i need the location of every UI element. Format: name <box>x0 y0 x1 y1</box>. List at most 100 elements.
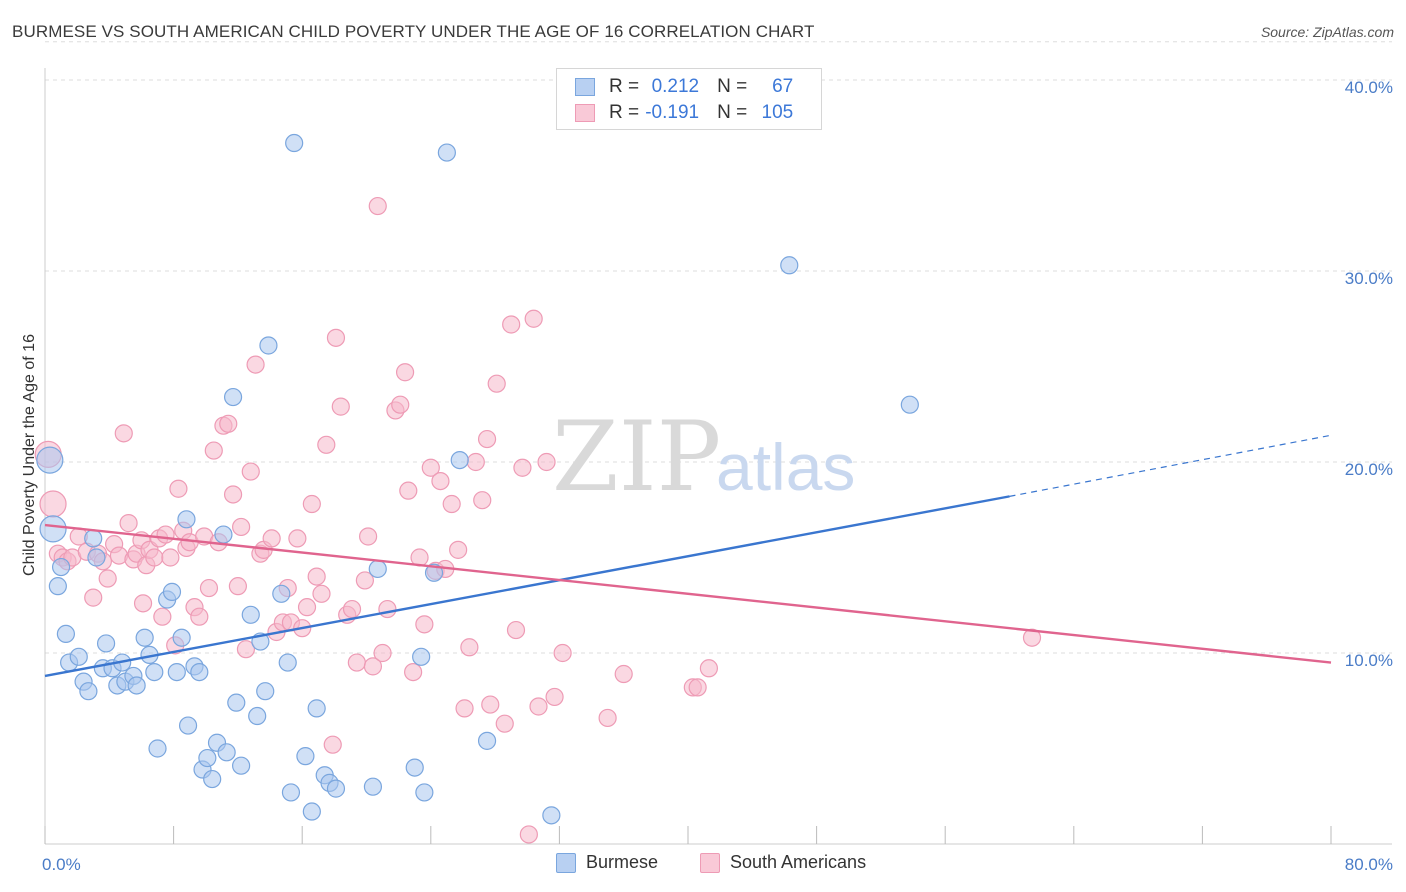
burmese-point <box>96 634 116 653</box>
burmese-point <box>296 747 315 766</box>
burmese-point <box>162 582 182 601</box>
south-americans-point <box>363 657 383 676</box>
south-americans-point <box>477 429 497 449</box>
south-americans-point <box>169 479 188 498</box>
burmese-point <box>198 748 217 768</box>
burmese-point <box>424 563 444 582</box>
south-americans-legend-icon <box>700 852 720 873</box>
burmese-point <box>415 783 434 802</box>
burmese-point <box>79 682 98 701</box>
burmese-point <box>259 336 278 355</box>
south-americans-point <box>455 699 474 718</box>
south-americans-point <box>232 517 251 537</box>
south-americans-point <box>373 643 392 663</box>
south-americans-point <box>161 548 180 567</box>
burmese-point <box>178 716 198 735</box>
south-americans-point <box>449 540 468 559</box>
south-americans-point <box>506 620 526 640</box>
south-americans-point <box>399 481 418 500</box>
south-americans-point <box>473 491 492 510</box>
burmese-point <box>285 133 304 153</box>
watermark-zip: ZIP <box>552 401 721 513</box>
south-americans-point <box>553 643 572 663</box>
legend-r-label: R = <box>609 102 640 123</box>
burmese-point <box>232 756 251 775</box>
south-americans-point <box>114 424 133 443</box>
burmese-point <box>477 731 497 750</box>
burmese-point <box>363 777 383 796</box>
south-americans-point <box>331 397 350 416</box>
south-americans-point <box>262 529 281 548</box>
south-americans-point <box>421 458 440 477</box>
legend-n-value: 105 <box>761 102 794 123</box>
burmese-point <box>248 706 267 726</box>
south-americans-point <box>466 452 485 472</box>
burmese-point <box>450 450 469 470</box>
y-tick-label: 30.0% <box>1345 269 1393 288</box>
south-americans-point <box>39 490 67 518</box>
trend-lines <box>44 434 1332 678</box>
south-americans-point <box>395 363 415 382</box>
burmese-point <box>272 584 291 603</box>
south-americans-point <box>228 577 247 596</box>
burmese-point <box>145 662 164 682</box>
burmese-legend-icon <box>556 852 576 873</box>
south-americans-point <box>342 599 362 619</box>
y-tick-label: 20.0% <box>1345 460 1393 479</box>
legend-label-south-americans: South Americans <box>730 852 867 872</box>
burmese-point <box>203 769 222 789</box>
south-americans-point <box>404 662 423 682</box>
burmese-point <box>368 559 387 579</box>
south-americans-point <box>699 659 718 678</box>
legend-item-south-americans[interactable]: South Americans <box>700 852 866 873</box>
burmese-point <box>51 557 71 577</box>
south-americans-point <box>431 472 450 491</box>
south-americans-point <box>297 598 317 617</box>
y-axis-label: Child Poverty Under the Age of 16 <box>21 334 38 576</box>
south-americans-point <box>502 315 521 334</box>
source-credit: Source: ZipAtlas.com <box>1260 24 1394 40</box>
south-americans-point <box>98 569 117 588</box>
south-americans-point <box>355 571 374 590</box>
south-americans-point <box>513 458 532 477</box>
south-americans-point <box>359 527 378 546</box>
south-americans-point <box>323 735 342 754</box>
y-tick-label: 40.0% <box>1345 78 1393 97</box>
south-americans-point <box>156 525 175 544</box>
burmese-point <box>241 605 260 624</box>
burmese-point <box>177 510 196 529</box>
south-americans-point <box>524 309 543 328</box>
south-americans-point <box>598 708 617 728</box>
south-americans-point <box>460 638 479 657</box>
south-americans-point <box>307 567 326 586</box>
legend-label-burmese: Burmese <box>586 852 659 872</box>
south-americans-point <box>241 462 260 481</box>
burmese-swatch-icon <box>575 78 595 96</box>
burmese-point <box>437 143 456 162</box>
legend-n-label: N = <box>717 76 748 97</box>
south-americans-point <box>391 395 410 414</box>
burmese-point <box>127 676 146 695</box>
south-americans-point <box>199 578 219 598</box>
burmese-point <box>302 802 321 821</box>
south-americans-point <box>219 414 238 433</box>
south-americans-point <box>153 607 172 626</box>
legend-item-burmese[interactable]: Burmese <box>556 852 658 873</box>
legend-row-south-americans: R = -0.191 N = 105 <box>575 101 793 125</box>
grid-lines <box>45 41 1392 654</box>
south-americans-point <box>317 435 336 454</box>
burmese-point <box>84 529 103 548</box>
south-americans-trend-line <box>44 523 1332 664</box>
burmese-point <box>307 699 326 718</box>
burmese-trend-line <box>44 495 1010 678</box>
south-americans-point <box>1022 628 1042 647</box>
burmese-point <box>56 624 75 644</box>
burmese-point <box>87 548 106 567</box>
burmese-point <box>780 256 799 275</box>
burmese-point <box>405 758 424 777</box>
burmese-point <box>412 647 431 666</box>
south-americans-point <box>288 529 307 548</box>
legend-r-label: R = <box>609 76 640 97</box>
south-americans-point <box>302 494 321 514</box>
watermark-atlas: atlas <box>716 430 855 504</box>
